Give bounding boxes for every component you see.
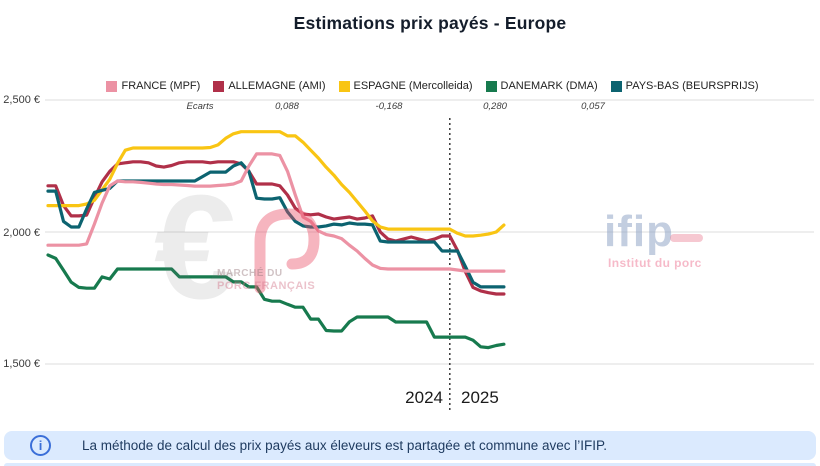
ecart-danemark: 0,280 xyxy=(483,101,507,112)
y-axis-label-2000: 2,000 € xyxy=(3,227,40,239)
espagne-swatch-icon xyxy=(338,80,350,92)
legend: FRANCE (MPF) ALLEMAGNE (AMI) ESPAGNE (Me… xyxy=(45,80,820,92)
legend-label: PAYS-BAS (BEURSPRIJS) xyxy=(625,80,759,92)
next-banner-edge xyxy=(4,463,816,466)
series-line-france xyxy=(46,152,506,273)
pays-bas-swatch-icon xyxy=(610,80,622,92)
ecarts-label: Ecarts xyxy=(186,101,214,112)
series-line-espagne xyxy=(46,130,506,238)
y-axis-label-2500: 2,500 € xyxy=(3,94,40,106)
legend-label: ESPAGNE (Mercolleida) xyxy=(353,80,473,92)
legend-item-espagne[interactable]: ESPAGNE (Mercolleida) xyxy=(338,80,473,92)
legend-item-france[interactable]: FRANCE (MPF) xyxy=(106,80,200,92)
info-icon: i xyxy=(30,435,51,456)
legend-item-pays-bas[interactable]: PAYS-BAS (BEURSPRIJS) xyxy=(610,80,759,92)
legend-label: ALLEMAGNE (AMI) xyxy=(228,80,326,92)
ecarts-row: Ecarts 0,088 -0,168 0,280 0,057 xyxy=(0,101,820,113)
legend-item-danemark[interactable]: DANEMARK (DMA) xyxy=(485,80,598,92)
legend-label: DANEMARK (DMA) xyxy=(500,80,598,92)
series-line-danemark xyxy=(46,253,506,350)
page-title: Estimations prix payés - Europe xyxy=(293,13,567,33)
price-line-chart xyxy=(45,99,814,410)
ecart-pays-bas: 0,057 xyxy=(581,101,605,112)
x-axis-year-2024: 2024 xyxy=(405,388,443,407)
info-banner: i La méthode de calcul des prix payés au… xyxy=(4,431,816,460)
france-swatch-icon xyxy=(106,80,118,92)
legend-item-allemagne[interactable]: ALLEMAGNE (AMI) xyxy=(213,80,326,92)
allemagne-swatch-icon xyxy=(213,80,225,92)
info-banner-text: La méthode de calcul des prix payés aux … xyxy=(82,438,608,453)
y-axis-label-1500: 1,500 € xyxy=(3,358,40,370)
ecart-allemagne: 0,088 xyxy=(275,101,299,112)
x-axis-year-2025: 2025 xyxy=(461,388,499,407)
danemark-swatch-icon xyxy=(485,80,497,92)
ecart-espagne: -0,168 xyxy=(375,101,403,112)
legend-label: FRANCE (MPF) xyxy=(121,80,201,92)
